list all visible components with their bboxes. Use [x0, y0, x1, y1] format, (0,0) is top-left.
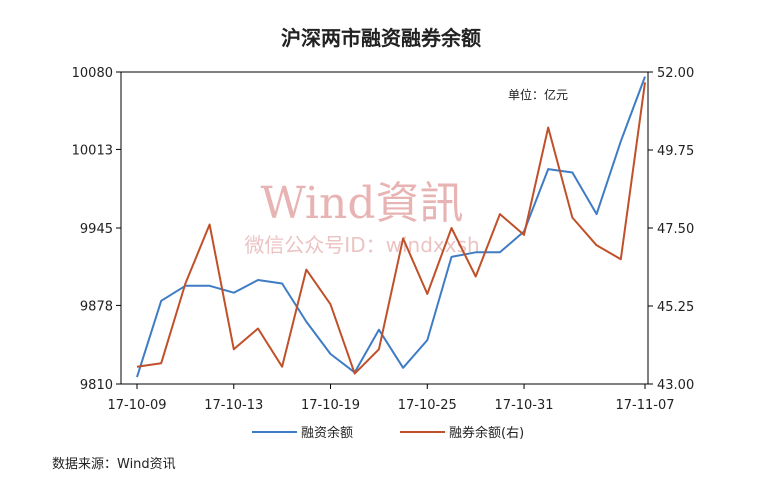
x-tick-label: 17-10-31	[495, 398, 554, 413]
unit-label: 单位：亿元	[508, 87, 568, 102]
chart-title: 沪深两市融资融券余额	[281, 26, 481, 50]
left-tick-label: 9945	[80, 222, 113, 237]
left-tick-label: 10080	[72, 66, 113, 81]
legend-label-short-selling: 融券余额(右)	[449, 425, 524, 441]
x-tick-label: 17-10-09	[107, 398, 166, 413]
right-tick-label: 45.25	[657, 300, 694, 315]
left-axis: 9810 9878 9945 10013 10080	[72, 66, 121, 393]
legend: 融资余额 融券余额(右)	[252, 425, 524, 441]
x-tick-label: 17-10-19	[301, 398, 360, 413]
x-axis: 17-10-09 17-10-13 17-10-19 17-10-25 17-10-31…	[107, 384, 675, 413]
right-tick-label: 47.50	[657, 222, 694, 237]
right-tick-label: 52.00	[657, 66, 694, 81]
series-line-short-selling	[136, 82, 646, 375]
right-tick-label: 49.75	[657, 144, 694, 159]
watermark-sub: 微信公众号ID：windxxsh	[244, 233, 479, 257]
right-axis: 43.00 45.25 47.50 49.75 52.00	[648, 66, 694, 393]
left-tick-label: 9878	[80, 299, 113, 314]
x-tick-label: 17-11-07	[615, 398, 674, 413]
series-layer	[136, 76, 646, 378]
right-tick-label: 43.00	[657, 378, 694, 393]
watermark: Wind資訊 微信公众号ID：windxxsh	[244, 178, 479, 257]
source-note: 数据来源：Wind资讯	[52, 457, 176, 472]
left-tick-label: 10013	[72, 143, 113, 158]
x-tick-label: 17-10-25	[398, 398, 457, 413]
watermark-brand: Wind資訊	[260, 178, 463, 229]
x-tick-label: 17-10-13	[204, 398, 263, 413]
legend-label-margin-financing: 融资余额	[301, 425, 353, 441]
left-tick-label: 9810	[80, 378, 113, 393]
